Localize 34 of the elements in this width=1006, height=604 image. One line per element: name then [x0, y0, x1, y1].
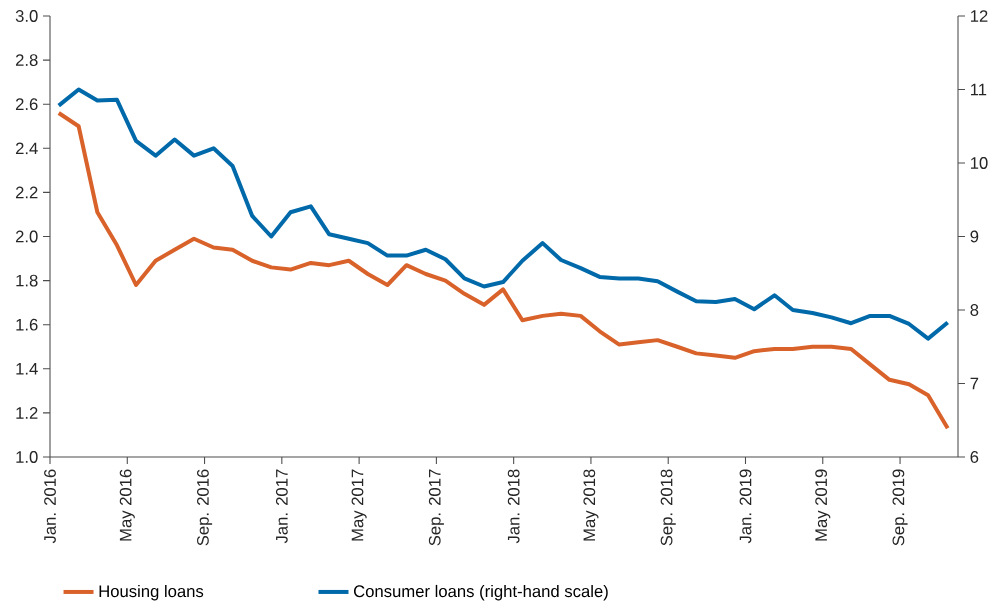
x-tick-label: May 2017: [351, 469, 367, 541]
x-tick-label: Sep. 2016: [197, 469, 213, 546]
x-tick-label: Jan. 2018: [507, 469, 520, 544]
y-tick-label: 1.8: [16, 274, 38, 287]
x-tick-label: May 2018: [583, 469, 599, 541]
y-tick-label: 2.2: [15, 186, 38, 199]
x-tick-label: Jan. 2019: [739, 469, 752, 544]
y-tick-label: 1.4: [16, 363, 38, 375]
y2-tick-label: 12: [970, 10, 988, 22]
x-tick-label: May 2016: [119, 469, 135, 541]
y-tick-label: 2.0: [15, 230, 38, 243]
y-tick-label: 3.0: [15, 10, 38, 22]
y2-tick-label: 10: [970, 157, 988, 169]
y-tick-label: 2.8: [15, 54, 38, 66]
y-tick-label: 2.4: [15, 142, 38, 155]
x-tick-label: Jan. 2017: [275, 469, 288, 544]
x-tick-label: Sep. 2019: [892, 469, 908, 546]
legend-label: Consumer loans (right-hand scale): [353, 584, 608, 601]
x-tick-label: Jan. 2016: [44, 469, 56, 544]
y2-tick-label: 6: [970, 451, 979, 463]
y-tick-label: 1.6: [16, 318, 38, 331]
y-tick-label: 2.6: [15, 98, 38, 111]
x-tick-label: Sep. 2018: [660, 469, 676, 546]
legend-label: Housing loans: [99, 584, 204, 601]
y-tick-label: 1.0: [16, 451, 38, 463]
y2-tick-label: 8: [970, 304, 979, 316]
y2-tick-label: 7: [970, 377, 979, 390]
x-tick-label: May 2019: [815, 469, 831, 541]
line-series: [56, 111, 950, 431]
y2-tick-label: 9: [970, 230, 979, 243]
y-tick-label: 1.2: [16, 407, 38, 419]
line-series: [56, 87, 950, 341]
y2-tick-label: 11: [970, 83, 987, 96]
x-tick-label: Sep. 2017: [428, 469, 444, 546]
